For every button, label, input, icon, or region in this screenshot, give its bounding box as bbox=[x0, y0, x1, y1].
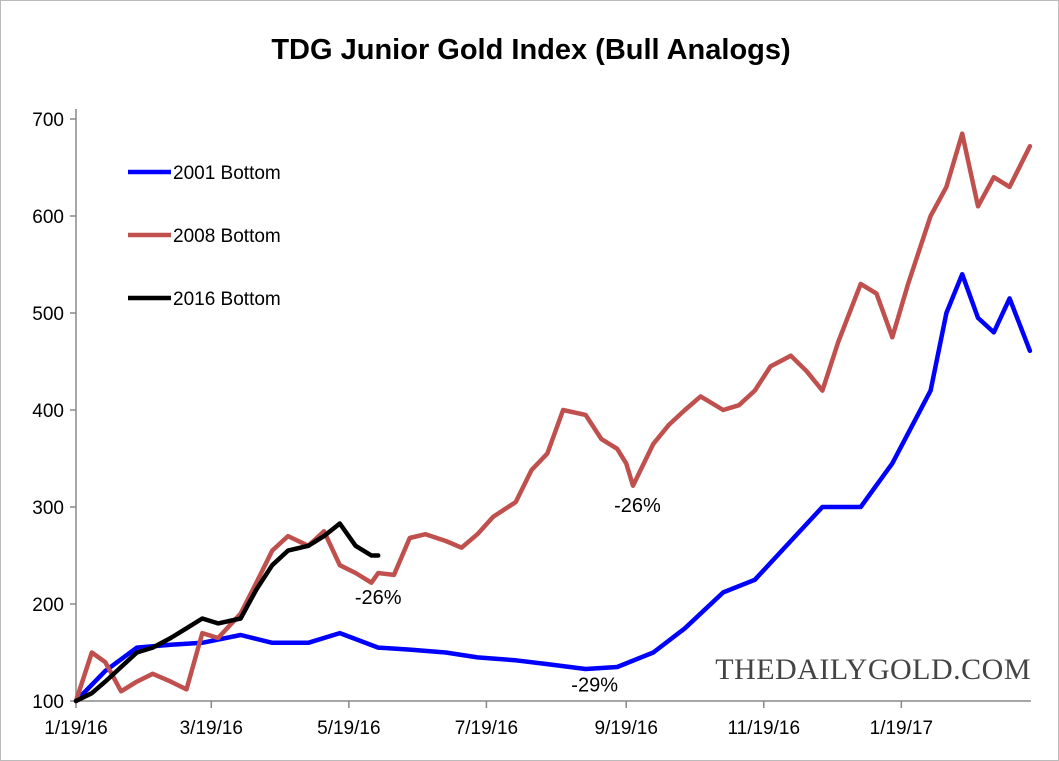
chart-title: TDG Junior Gold Index (Bull Analogs) bbox=[271, 34, 790, 66]
series-line-2001-bottom bbox=[73, 271, 1033, 704]
x-tick-label: 1/19/16 bbox=[44, 718, 107, 739]
annotation-label: -29% bbox=[571, 674, 618, 696]
series-line-2016-bottom bbox=[73, 521, 381, 704]
x-tick-label: 11/19/16 bbox=[727, 718, 800, 739]
legend: 2001 Bottom 2008 Bottom 2016 Bottom bbox=[128, 163, 281, 310]
x-tick-label: 1/19/17 bbox=[870, 718, 933, 739]
y-tick-label: 700 bbox=[32, 110, 64, 131]
watermark: THEDAILYGOLD.COM bbox=[715, 653, 1031, 686]
x-tick-label: 7/19/16 bbox=[455, 718, 518, 739]
x-tick-label: 3/19/16 bbox=[180, 718, 243, 739]
axes: 100 200 300 400 500 600 700 1/19/16 3/19/16 5/19/… bbox=[32, 109, 1031, 739]
x-tick-label: 9/19/16 bbox=[595, 718, 658, 739]
legend-label: 2008 Bottom bbox=[173, 226, 281, 247]
y-tick-label: 600 bbox=[32, 207, 64, 228]
y-tick-label: 400 bbox=[32, 401, 64, 422]
legend-label: 2016 Bottom bbox=[173, 289, 281, 310]
annotations: -26% -26% -29% bbox=[355, 495, 661, 696]
annotation-label: -26% bbox=[355, 587, 402, 609]
y-tick-label: 300 bbox=[32, 498, 64, 519]
y-tick-label: 500 bbox=[32, 304, 64, 325]
legend-label: 2001 Bottom bbox=[173, 163, 281, 184]
annotation-label: -26% bbox=[614, 495, 661, 517]
y-tick-label: 100 bbox=[32, 692, 64, 713]
x-tick-label: 5/19/16 bbox=[317, 718, 380, 739]
y-tick-label: 200 bbox=[32, 595, 64, 616]
series-line-2008-bottom bbox=[73, 131, 1033, 704]
series-lines bbox=[73, 131, 1033, 704]
